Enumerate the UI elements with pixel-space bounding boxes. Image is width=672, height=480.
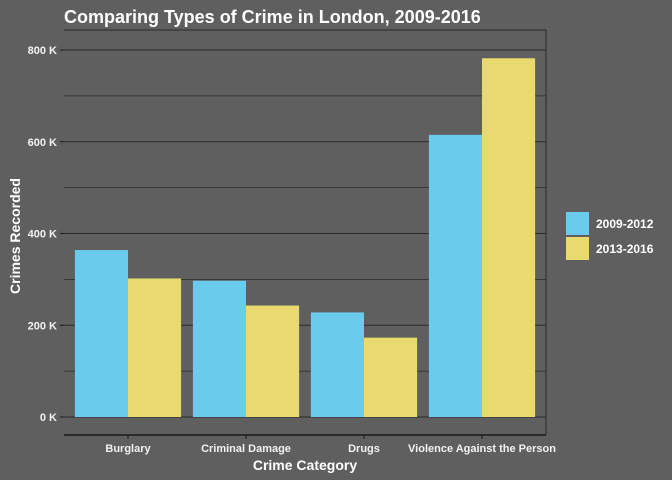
bar-criminal-damage-2009-2012 bbox=[192, 280, 246, 417]
legend-swatch bbox=[566, 212, 589, 235]
y-tick-label: 0 K bbox=[40, 412, 57, 424]
bar-drugs-2009-2012 bbox=[310, 312, 364, 417]
x-tick-label: Violence Against the Person bbox=[408, 443, 556, 455]
y-tick-label: 600 K bbox=[28, 137, 57, 149]
x-axis-ticks: Burglary Criminal Damage Drugs Violence Aga… bbox=[105, 435, 556, 455]
y-tick-label: 400 K bbox=[28, 229, 57, 241]
y-tick-label: 800 K bbox=[28, 45, 57, 57]
legend-label: 2009-2012 bbox=[596, 217, 654, 231]
y-tick-label: 200 K bbox=[28, 320, 57, 332]
y-axis-ticks: 0 K 200 K 400 K 600 K 800 K bbox=[28, 45, 64, 424]
bar-burglary-2013-2016 bbox=[128, 278, 182, 417]
x-tick-label: Burglary bbox=[105, 443, 151, 455]
x-axis-title: Crime Category bbox=[253, 457, 357, 473]
chart-title: Comparing Types of Crime in London, 2009… bbox=[64, 7, 481, 27]
x-tick-label: Criminal Damage bbox=[201, 443, 291, 455]
bar-violence-against-the-person-2009-2012 bbox=[428, 134, 482, 417]
legend: 2009-2012 2013-2016 bbox=[566, 212, 654, 260]
bar-violence-against-the-person-2013-2016 bbox=[482, 58, 536, 417]
bar-criminal-damage-2013-2016 bbox=[246, 305, 300, 417]
y-axis-title: Crimes Recorded bbox=[7, 178, 23, 294]
bars bbox=[74, 58, 536, 417]
legend-swatch bbox=[566, 237, 589, 260]
bar-burglary-2009-2012 bbox=[74, 250, 128, 417]
bar-drugs-2013-2016 bbox=[364, 337, 418, 417]
x-tick-label: Drugs bbox=[348, 443, 380, 455]
legend-label: 2013-2016 bbox=[596, 242, 654, 256]
